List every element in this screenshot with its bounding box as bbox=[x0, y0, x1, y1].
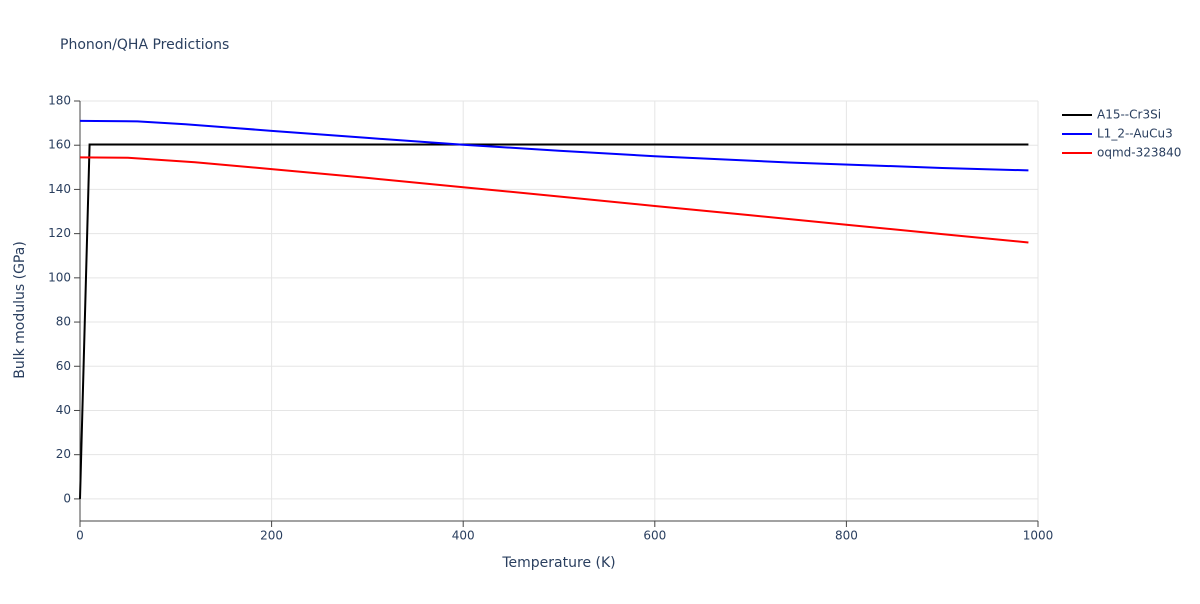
x-tick-label: 0 bbox=[76, 529, 84, 543]
y-tick-label: 0 bbox=[63, 491, 71, 505]
y-tick-label: 40 bbox=[56, 403, 71, 417]
x-axis-label: Temperature (K) bbox=[501, 555, 615, 571]
legend-label: L1_2--AuCu3 bbox=[1097, 127, 1173, 141]
x-tick-label: 200 bbox=[260, 529, 283, 543]
x-tick-label: 1000 bbox=[1023, 529, 1054, 543]
legend-label: oqmd-323840 bbox=[1097, 146, 1181, 160]
y-tick-label: 60 bbox=[56, 359, 71, 373]
x-tick-label: 800 bbox=[835, 529, 858, 543]
y-tick-label: 100 bbox=[48, 270, 71, 284]
y-tick-label: 80 bbox=[56, 315, 71, 329]
y-axis-label: Bulk modulus (GPa) bbox=[12, 241, 28, 379]
y-tick-label: 20 bbox=[56, 447, 71, 461]
y-tick-label: 180 bbox=[48, 94, 71, 108]
series-line bbox=[79, 143, 1029, 499]
y-tick-label: 160 bbox=[48, 138, 71, 152]
series-line bbox=[79, 156, 1029, 244]
chart-title: Phonon/QHA Predictions bbox=[60, 37, 229, 53]
x-tick-label: 600 bbox=[643, 529, 666, 543]
x-tick-label: 400 bbox=[452, 529, 475, 543]
legend-label: A15--Cr3Si bbox=[1097, 108, 1161, 122]
y-tick-label: 120 bbox=[48, 226, 71, 240]
series-line bbox=[79, 119, 1029, 172]
y-tick-label: 140 bbox=[48, 182, 71, 196]
